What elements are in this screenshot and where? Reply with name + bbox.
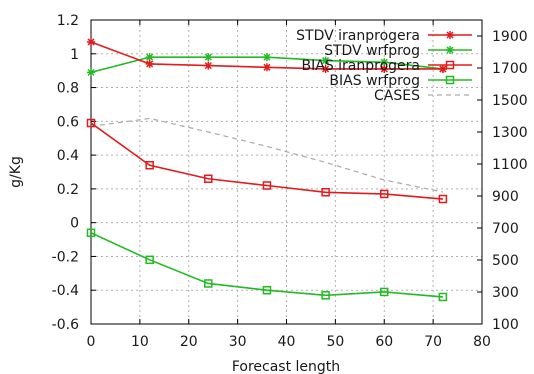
axes: 0 10 20 30 40 50 60 70 80 -0.6 -0.4 -0.2 0 0.2 0.4 0.6 0… xyxy=(52,13,528,350)
x-tick-label: 60 xyxy=(375,334,393,350)
square-marker xyxy=(321,188,330,197)
series-stdv-iranprogera xyxy=(87,37,447,73)
y2-tick-label: 500 xyxy=(492,253,519,269)
star-marker xyxy=(321,64,330,73)
star-marker xyxy=(87,68,95,77)
series-line xyxy=(90,122,443,200)
x-tick-label: 0 xyxy=(87,334,96,350)
square-marker xyxy=(438,292,448,302)
y-tick-label: 1.2 xyxy=(57,13,79,29)
x-tick-label: 50 xyxy=(326,334,344,350)
y2-tick-label: 1300 xyxy=(492,125,528,141)
square-marker xyxy=(380,287,389,297)
square-marker xyxy=(86,228,96,238)
star-marker xyxy=(380,58,389,67)
star-marker xyxy=(145,59,154,68)
legend-label: STDV iranprogera xyxy=(296,28,420,44)
series-line xyxy=(90,117,444,193)
y2-tick-label: 300 xyxy=(492,285,519,301)
square-marker xyxy=(262,285,272,295)
series-cases xyxy=(90,117,444,193)
series-bias-iranprogera xyxy=(86,118,448,204)
legend-label: CASES xyxy=(374,88,420,104)
star-marker xyxy=(204,61,213,70)
square-marker xyxy=(204,279,213,288)
square-marker xyxy=(321,291,330,300)
star-marker xyxy=(87,37,95,46)
y-tick-label: 0.6 xyxy=(57,114,79,130)
star-marker xyxy=(145,53,154,62)
star-marker xyxy=(438,64,447,73)
square-marker xyxy=(262,181,272,190)
series-group xyxy=(86,37,448,302)
star-marker xyxy=(204,53,213,62)
star-marker xyxy=(262,53,271,62)
y2-tick-label: 700 xyxy=(492,221,519,237)
legend-entry: CASES xyxy=(374,88,472,104)
x-tick-label: 20 xyxy=(180,334,198,350)
y2-tick-label: 100 xyxy=(492,317,519,333)
x-tick-label: 10 xyxy=(131,334,149,350)
x-tick-label: 40 xyxy=(278,334,296,350)
star-marker xyxy=(446,46,454,54)
legend-label: BIAS iranprogera xyxy=(302,58,420,74)
square-marker xyxy=(438,194,448,204)
square-marker xyxy=(145,255,154,265)
legend-entry: STDV iranprogera xyxy=(296,28,472,44)
star-marker xyxy=(380,64,389,73)
legend-label: BIAS wrfprog xyxy=(329,73,420,89)
star-marker xyxy=(262,63,271,72)
star-marker xyxy=(446,31,454,39)
legend-label: STDV wrfprog xyxy=(324,43,420,59)
square-marker xyxy=(86,118,96,128)
square-marker xyxy=(204,174,213,184)
y2-tick-label: 1100 xyxy=(492,157,528,173)
y-tick-label: -0.4 xyxy=(52,283,79,299)
y-tick-label: -0.6 xyxy=(52,317,79,333)
square-marker xyxy=(445,75,455,85)
y-axis-label: g/Kg xyxy=(8,156,24,188)
x-axis-label: Forecast length xyxy=(232,359,340,374)
y2-tick-label: 900 xyxy=(492,189,519,205)
y-tick-label: -0.2 xyxy=(52,249,79,265)
y2-tick-label: 1900 xyxy=(492,29,528,45)
y-tick-label: 0.4 xyxy=(57,148,79,164)
x-tick-label: 30 xyxy=(229,334,247,350)
y-tick-label: 0.2 xyxy=(57,182,79,198)
series-line xyxy=(90,232,443,298)
x-tick-label: 80 xyxy=(473,334,491,350)
legend-entry: STDV wrfprog xyxy=(324,43,472,59)
y-tick-label: 0.8 xyxy=(57,81,79,97)
series-bias-wrfprog xyxy=(86,228,448,302)
y2-tick-label: 1500 xyxy=(492,93,528,109)
legend-entry: BIAS iranprogera xyxy=(302,58,472,74)
square-marker xyxy=(145,160,154,170)
x-tick-label: 70 xyxy=(424,334,442,350)
y2-tick-label: 1700 xyxy=(492,61,528,77)
y-tick-label: 1 xyxy=(70,47,79,63)
y-tick-label: 0 xyxy=(70,216,79,232)
legend-entry: BIAS wrfprog xyxy=(329,73,472,89)
square-marker xyxy=(445,60,455,70)
square-marker xyxy=(380,189,389,199)
star-marker xyxy=(321,56,330,65)
